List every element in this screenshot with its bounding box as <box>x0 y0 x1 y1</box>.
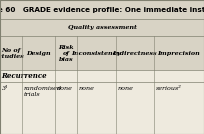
Text: none: none <box>117 86 133 91</box>
Text: Recurrence: Recurrence <box>2 72 47 80</box>
Text: none: none <box>57 86 73 91</box>
Text: serious²: serious² <box>156 86 181 91</box>
Text: Imprecision: Imprecision <box>158 51 200 56</box>
Text: 3¹: 3¹ <box>2 86 8 91</box>
Text: Inconsistency: Inconsistency <box>71 51 121 56</box>
Bar <box>0 70 204 82</box>
Text: Design: Design <box>26 51 51 56</box>
Bar <box>0 36 204 70</box>
Text: randomised
trials: randomised trials <box>23 86 61 97</box>
Bar <box>0 0 204 19</box>
Text: Quality assessment: Quality assessment <box>68 25 136 30</box>
Text: Indirectness: Indirectness <box>113 51 157 56</box>
Bar <box>0 19 204 36</box>
Text: none: none <box>78 86 94 91</box>
Bar <box>0 82 204 134</box>
Text: No of
studies: No of studies <box>0 48 24 59</box>
Text: Table 60   GRADE evidence profile: One immediate instillati: Table 60 GRADE evidence profile: One imm… <box>0 7 204 13</box>
Text: Risk
of
bias: Risk of bias <box>58 45 74 62</box>
